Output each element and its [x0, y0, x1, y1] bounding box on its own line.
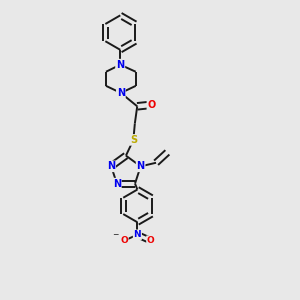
Text: O: O	[147, 100, 156, 110]
Text: S: S	[130, 135, 137, 145]
Text: N: N	[116, 60, 124, 70]
Text: O: O	[147, 236, 154, 245]
Text: N: N	[107, 161, 115, 171]
Text: N: N	[134, 230, 141, 239]
Text: N: N	[136, 161, 145, 171]
Text: N: N	[116, 60, 124, 70]
Text: N: N	[117, 88, 125, 98]
Text: O: O	[120, 236, 128, 245]
Text: N: N	[113, 178, 121, 189]
Text: −: −	[112, 230, 119, 238]
